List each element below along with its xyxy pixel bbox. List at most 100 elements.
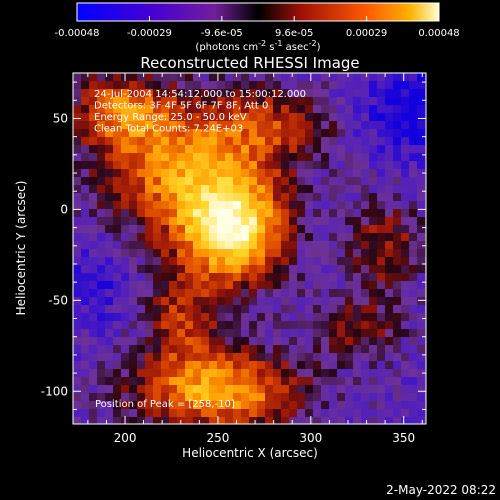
heatmap-cell [73,89,82,98]
heatmap-cell [353,249,362,258]
heatmap-cell [193,289,202,298]
heatmap-cell [281,97,290,106]
heatmap-cell [185,185,194,194]
heatmap-cell [329,361,338,370]
heatmap-cell [153,217,162,226]
heatmap-cell [361,81,370,90]
heatmap-cell [169,113,178,122]
heatmap-cell [353,185,362,194]
heatmap-cell [217,281,226,290]
heatmap-cell [337,89,346,98]
heatmap-cell [401,361,410,370]
heatmap-cell [97,353,106,362]
heatmap-cell [161,105,170,114]
heatmap-cell [321,129,330,138]
heatmap-cell [417,185,426,194]
heatmap-cell [137,169,146,178]
heatmap-cell [185,345,194,354]
heatmap-cell [241,393,250,402]
heatmap-cell [313,329,322,338]
heatmap-cell [361,129,370,138]
heatmap-cell [313,233,322,242]
heatmap-cell [241,153,250,162]
heatmap-cell [289,361,298,370]
heatmap-cell [345,105,354,114]
heatmap-cell [81,409,90,418]
heatmap-cell [385,417,394,424]
heatmap-cell [337,217,346,226]
heatmap-cell [73,273,82,282]
heatmap-cell [409,233,418,242]
heatmap-cell [401,281,410,290]
heatmap-cell [217,377,226,386]
heatmap-cell [177,353,186,362]
heatmap-cell [265,193,274,202]
heatmap-cell [385,369,394,378]
heatmap-cell [297,201,306,210]
heatmap-cell [265,153,274,162]
heatmap-cell [329,113,338,122]
heatmap-cell [257,169,266,178]
heatmap-cell [73,81,82,90]
heatmap-cell [345,289,354,298]
heatmap-cell [97,233,106,242]
heatmap-cell [145,337,154,346]
heatmap-cell [153,201,162,210]
heatmap-cell [209,393,218,402]
heatmap-cell [417,81,426,90]
heatmap-cell [313,257,322,266]
heatmap-cell [169,73,178,82]
heatmap-cell [273,81,282,90]
heatmap-cell [393,137,402,146]
heatmap-cell [337,241,346,250]
heatmap-cell [121,225,130,234]
heatmap-cell [265,89,274,98]
heatmap-cell [353,377,362,386]
heatmap-cell [129,161,138,170]
heatmap-cell [249,105,258,114]
heatmap-cell [353,257,362,266]
heatmap-cell [369,361,378,370]
heatmap-cell [233,321,242,330]
info-line: 24-Jul-2004 14:54:12.000 to 15:00:12.000 [94,89,306,100]
x-tick-label: 200 [114,431,137,445]
heatmap-cell [281,177,290,186]
heatmap-cell [385,81,394,90]
heatmap-cell [385,193,394,202]
heatmap-cell [297,393,306,402]
heatmap-cell [201,361,210,370]
heatmap-cell [145,345,154,354]
heatmap-cell [137,417,146,424]
heatmap-cell [401,297,410,306]
heatmap-cell [209,153,218,162]
heatmap-cell [121,393,130,402]
heatmap-cell [169,233,178,242]
heatmap-cell [297,177,306,186]
heatmap-cell [129,401,138,410]
heatmap-cell [273,193,282,202]
colorbar-frame [76,2,440,22]
heatmap-cell [233,401,242,410]
heatmap-cell [361,361,370,370]
heatmap-cell [137,289,146,298]
heatmap-cell [209,265,218,274]
heatmap-cell [129,345,138,354]
heatmap-cell [281,273,290,282]
heatmap-cell [329,97,338,106]
heatmap-cell [321,113,330,122]
heatmap-cell [153,297,162,306]
heatmap-cell [233,337,242,346]
heatmap-cell [249,113,258,122]
heatmap-cell [393,297,402,306]
heatmap-cell [185,377,194,386]
heatmap-cell [137,137,146,146]
heatmap-cell [105,105,114,114]
heatmap-cell [409,113,418,122]
heatmap-cell [113,257,122,266]
heatmap-cell [369,89,378,98]
heatmap-cell [321,153,330,162]
heatmap-cell [241,401,250,410]
heatmap-cell [209,201,218,210]
heatmap-cell [169,177,178,186]
heatmap-cell [313,393,322,402]
